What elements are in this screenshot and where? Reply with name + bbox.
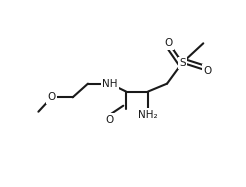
Text: O: O [203, 66, 211, 76]
Text: O: O [106, 115, 114, 125]
Text: S: S [179, 58, 186, 68]
Text: O: O [165, 38, 173, 48]
Text: NH₂: NH₂ [138, 110, 158, 120]
Text: O: O [47, 92, 56, 102]
Text: NH: NH [102, 79, 118, 89]
